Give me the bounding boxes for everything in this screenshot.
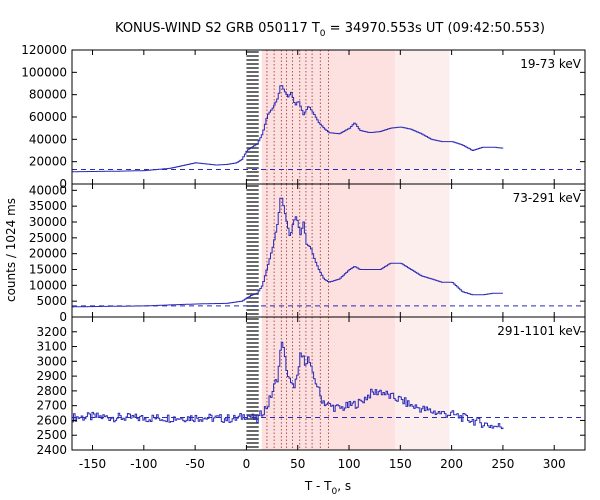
x-tick-label: -50 <box>185 457 205 471</box>
x-tick-label: -150 <box>79 457 106 471</box>
y-tick-label: 30000 <box>29 215 67 229</box>
energy-band-label: 73-291 keV <box>513 191 582 205</box>
y-tick-label: 2800 <box>36 384 67 398</box>
panel-2-frame <box>71 316 586 451</box>
y-axis-label: counts / 1024 ms <box>4 198 18 302</box>
y-tick-label: 35000 <box>29 199 67 213</box>
series-curve-0 <box>72 85 504 173</box>
y-tick-label: 2700 <box>36 399 67 413</box>
shaded-interval-1 <box>395 184 450 317</box>
y-tick-label: 25000 <box>29 231 67 245</box>
x-tick-label: 250 <box>491 457 514 471</box>
series-curve-1 <box>72 197 503 308</box>
y-tick-label: 3200 <box>36 325 67 339</box>
y-tick-label: 0 <box>59 177 67 191</box>
x-tick-label: 0 <box>243 457 251 471</box>
x-tick-label: 50 <box>290 457 305 471</box>
y-tick-label: 3100 <box>36 340 67 354</box>
series-curve-2 <box>72 341 504 430</box>
y-tick-label: 60000 <box>29 110 67 124</box>
y-tick-label: 10000 <box>29 278 67 292</box>
x-tick-label: 200 <box>440 457 463 471</box>
panel-0-content <box>72 50 585 184</box>
y-tick-label: 2900 <box>36 369 67 383</box>
x-tick-label: 100 <box>338 457 361 471</box>
y-tick-label: 40000 <box>29 183 67 197</box>
shaded-interval-1 <box>395 317 450 450</box>
y-tick-label: 20000 <box>29 155 67 169</box>
y-tick-label: 3000 <box>36 354 67 368</box>
y-tick-label: 100000 <box>21 65 67 79</box>
y-tick-label: 80000 <box>29 88 67 102</box>
chart-title: KONUS-WIND S2 GRB 050117 T0 = 34970.553s… <box>115 21 545 39</box>
y-tick-label: 120000 <box>21 43 67 57</box>
y-tick-label: 5000 <box>36 294 67 308</box>
y-tick-label: 0 <box>59 310 67 324</box>
x-axis-label: T - T0, s <box>304 479 351 497</box>
y-tick-label: 2400 <box>36 443 67 457</box>
energy-band-label: 291-1101 keV <box>497 324 581 338</box>
y-tick-label: 20000 <box>29 247 67 261</box>
y-tick-label: 15000 <box>29 263 67 277</box>
y-tick-label: 40000 <box>29 132 67 146</box>
energy-band-label: 19-73 keV <box>520 57 582 71</box>
x-tick-label: 300 <box>543 457 566 471</box>
panel-2-content <box>72 317 585 450</box>
x-tick-label: 150 <box>389 457 412 471</box>
shaded-interval-1 <box>395 50 450 184</box>
y-tick-label: 2600 <box>36 413 67 427</box>
x-tick-label: -100 <box>130 457 157 471</box>
y-tick-label: 2500 <box>36 428 67 442</box>
panel-1-content <box>72 184 585 317</box>
